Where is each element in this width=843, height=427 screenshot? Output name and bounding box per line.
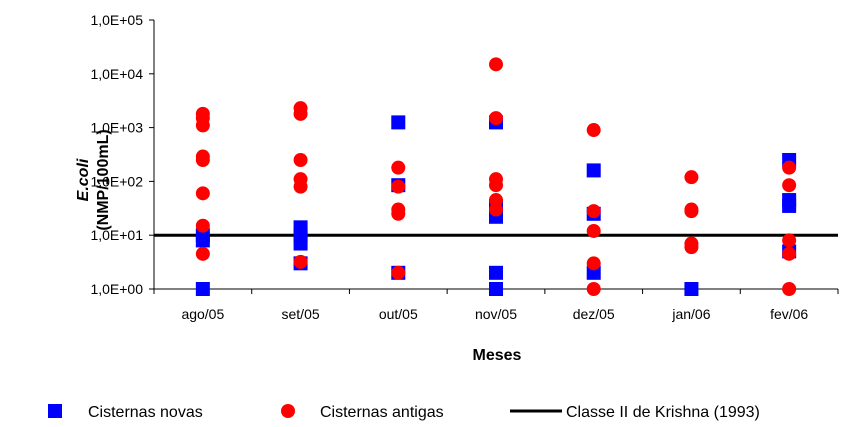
data-point-antigas bbox=[195, 106, 210, 121]
y-tick-label: 1,0E+05 bbox=[90, 12, 143, 28]
legend-marker-antigas bbox=[281, 404, 295, 418]
y-axis-title-line2: (NMP/100mL) bbox=[95, 129, 112, 230]
legend-label-antigas: Cisternas antigas bbox=[320, 404, 444, 421]
data-point-antigas bbox=[293, 172, 308, 187]
x-tick-label: dez/05 bbox=[573, 306, 615, 322]
data-point-antigas bbox=[684, 170, 699, 185]
x-tick-label: set/05 bbox=[282, 306, 320, 322]
y-tick-label: 1,0E+03 bbox=[90, 120, 143, 136]
data-point-antigas bbox=[586, 256, 601, 271]
data-point-antigas bbox=[586, 282, 601, 296]
legend-marker-novas bbox=[48, 404, 62, 418]
data-point-antigas bbox=[782, 233, 797, 248]
x-tick-label: fev/06 bbox=[770, 306, 808, 322]
data-point-antigas bbox=[489, 172, 503, 187]
data-point-antigas bbox=[391, 265, 406, 280]
x-tick-label: nov/05 bbox=[475, 306, 517, 322]
data-point-antigas bbox=[293, 254, 308, 269]
data-point-antigas bbox=[293, 101, 308, 116]
data-point-antigas bbox=[586, 204, 601, 219]
y-tick-label: 1,0E+01 bbox=[90, 227, 143, 243]
data-point-novas bbox=[684, 282, 699, 296]
legend: Cisternas novas Cisternas antigas Classe… bbox=[48, 404, 760, 421]
x-axis-title: Meses bbox=[473, 347, 522, 364]
data-point-antigas bbox=[391, 160, 406, 175]
x-tick-label: ago/05 bbox=[181, 306, 224, 322]
data-point-antigas bbox=[586, 223, 601, 238]
data-point-antigas bbox=[489, 111, 503, 126]
data-point-antigas bbox=[684, 202, 699, 217]
data-point-antigas bbox=[782, 160, 797, 175]
y-tick-label: 1,0E+00 bbox=[90, 281, 143, 297]
y-axis-title: E.coli (NMP/100mL) bbox=[75, 129, 112, 230]
data-point-novas bbox=[782, 193, 797, 208]
y-tick-label: 1,0E+04 bbox=[90, 66, 143, 82]
data-point-antigas bbox=[782, 178, 797, 193]
data-point-antigas bbox=[391, 179, 406, 194]
data-point-antigas bbox=[195, 186, 210, 201]
data-point-antigas bbox=[684, 236, 699, 251]
data-point-novas bbox=[489, 282, 503, 296]
data-point-novas bbox=[489, 265, 503, 280]
legend-label-krishna: Classe II de Krishna (1993) bbox=[566, 404, 760, 421]
data-point-antigas bbox=[195, 246, 210, 261]
data-point-antigas bbox=[293, 152, 308, 167]
data-point-antigas bbox=[391, 202, 406, 217]
y-tick-label: 1,0E+02 bbox=[90, 173, 143, 189]
x-tick-label: jan/06 bbox=[671, 306, 710, 322]
data-point-antigas bbox=[489, 193, 503, 208]
data-point-antigas bbox=[586, 123, 601, 138]
data-point-antigas bbox=[782, 246, 797, 261]
y-axis-title-line1: E.coli bbox=[75, 158, 92, 201]
data-point-novas bbox=[586, 163, 601, 178]
data-point-antigas bbox=[782, 282, 797, 296]
data-point-novas bbox=[391, 115, 406, 130]
x-tick-label: out/05 bbox=[379, 306, 418, 322]
data-point-novas bbox=[195, 282, 210, 296]
data-point-antigas bbox=[195, 218, 210, 233]
data-point-novas bbox=[293, 220, 308, 235]
legend-label-novas: Cisternas novas bbox=[88, 404, 203, 421]
data-point-antigas bbox=[195, 149, 210, 164]
plot-area: 1,0E+00 1,0E+01 1,0E+02 1,0E+03 1,0E+04 1,0E+… bbox=[90, 12, 839, 322]
data-point-antigas bbox=[489, 57, 503, 72]
